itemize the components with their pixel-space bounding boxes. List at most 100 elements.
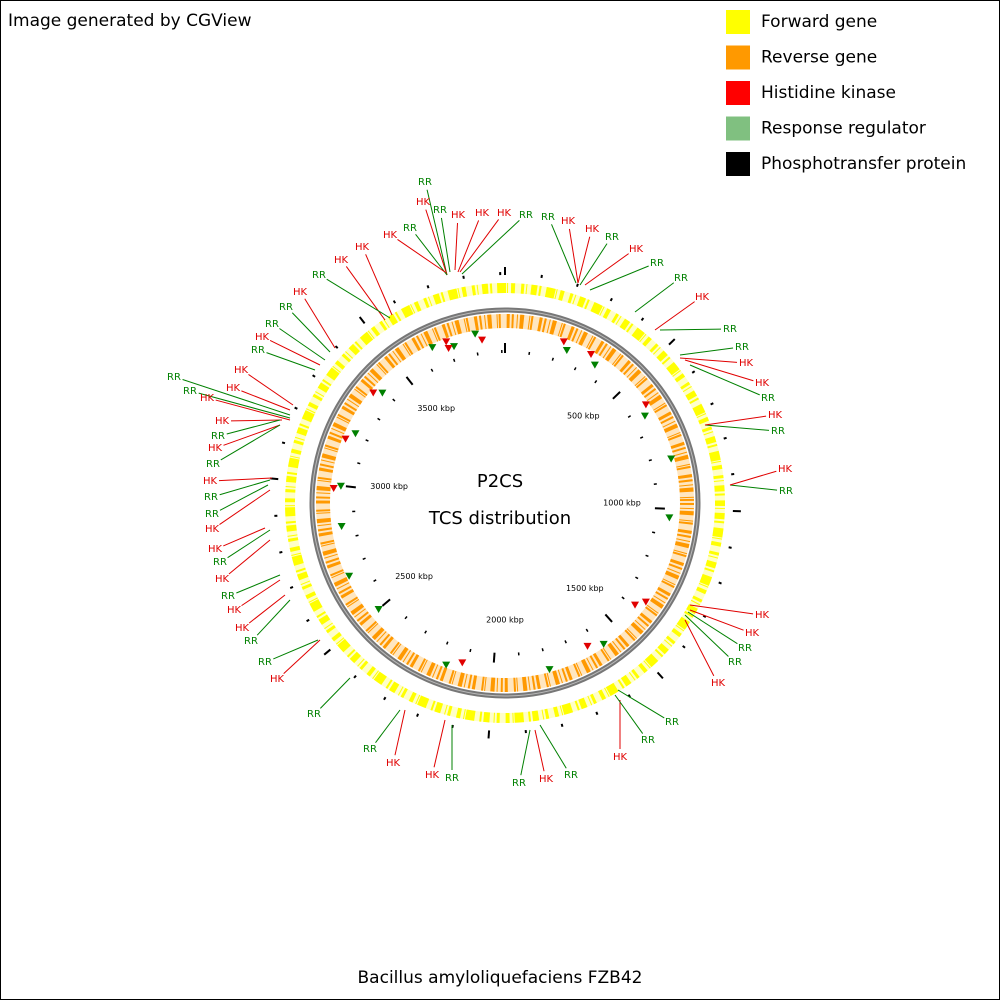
tcs-marker <box>450 343 459 351</box>
tcs-marker <box>341 435 350 443</box>
gene-label: RR <box>641 735 655 746</box>
gene-label: HK <box>226 383 241 394</box>
gene-label: HK <box>451 210 466 221</box>
outer-tick <box>723 436 727 440</box>
gene-label: HK <box>497 208 512 219</box>
label-leader <box>256 599 291 636</box>
label-leader <box>589 265 649 291</box>
gene-label: RR <box>211 431 225 442</box>
gene-label: RR <box>183 386 197 397</box>
label-leader <box>659 328 722 331</box>
label-leader <box>454 222 459 271</box>
inner-tick <box>573 367 577 371</box>
tcs-marker <box>631 601 640 609</box>
gene-label: HK <box>768 410 783 421</box>
tcs-marker <box>641 598 650 606</box>
label-leader <box>365 254 393 316</box>
gene-label: HK <box>755 378 770 389</box>
label-leader <box>679 357 738 363</box>
gene-label: HK <box>227 605 242 616</box>
gene-label: RR <box>723 324 737 335</box>
label-leader <box>219 489 271 525</box>
outer-tick <box>306 618 310 623</box>
map-title: Bacillus amyloliquefaciens FZB42 <box>358 968 643 988</box>
label-leader <box>539 724 567 769</box>
inner-tick <box>355 534 359 537</box>
tcs-marker <box>444 344 453 352</box>
outer-tick <box>640 317 645 322</box>
tcs-marker <box>667 455 676 463</box>
inner-tick <box>648 459 652 462</box>
label-leader <box>215 399 291 421</box>
inner-tick <box>645 554 649 558</box>
inner-tick <box>404 616 408 620</box>
gene-label: HK <box>205 524 220 535</box>
gene-label: RR <box>363 744 377 755</box>
inner-tick <box>405 376 414 386</box>
scale-label: 2500 kbp <box>395 572 433 581</box>
legend-label: Histidine kinase <box>761 83 896 103</box>
gene-label: RR <box>564 770 578 781</box>
label-leader <box>579 243 608 286</box>
rings <box>285 283 725 723</box>
inner-tick <box>585 628 589 633</box>
label-leader <box>291 312 331 353</box>
gene-label: RR <box>779 486 793 497</box>
legend-label: Forward gene <box>761 12 877 32</box>
gene-label: HK <box>386 758 401 769</box>
tcs-marker <box>329 485 338 493</box>
label-leader <box>426 189 448 276</box>
forward-ring <box>285 283 725 723</box>
legend-swatch <box>726 81 750 105</box>
label-leader <box>654 301 695 331</box>
tcs-marker <box>583 642 592 650</box>
inner-tick <box>430 368 434 372</box>
scale-label: 500 kbp <box>567 412 600 421</box>
tcs-marker <box>442 661 451 669</box>
legend-swatch <box>726 10 750 34</box>
scale-label: 3000 kbp <box>370 482 408 491</box>
inner-tick <box>541 648 544 652</box>
label-leader <box>223 424 281 446</box>
label-leader <box>345 266 386 321</box>
legend-label: Response regulator <box>761 119 926 139</box>
outer-tick <box>576 283 579 287</box>
backbone-highlight <box>311 309 699 697</box>
label-leader <box>425 209 448 276</box>
gene-label: HK <box>745 628 760 639</box>
tcs-marker <box>442 338 451 346</box>
label-leader <box>729 470 777 486</box>
gene-label: RR <box>650 258 664 269</box>
label-leader <box>415 233 448 276</box>
gene-label: HK <box>778 464 793 475</box>
tcs-marker <box>351 430 360 438</box>
label-leader <box>220 424 281 461</box>
label-leader <box>228 539 271 575</box>
label-leader <box>689 364 760 396</box>
label-leader <box>551 224 577 284</box>
gene-label: RR <box>213 557 227 568</box>
gene-label: HK <box>629 244 644 255</box>
map-center-subtitle: TCS distribution <box>428 508 571 529</box>
gene-label: RR <box>307 709 321 720</box>
outer-tick <box>383 696 387 701</box>
gene-label: RR <box>418 177 432 188</box>
gene-label: HK <box>561 216 576 227</box>
outer-tick <box>656 671 664 680</box>
label-leader <box>219 479 271 496</box>
gene-label: RR <box>312 270 326 281</box>
inner-tick <box>639 436 644 439</box>
tcs-marker <box>458 659 467 667</box>
inner-tick <box>476 352 479 356</box>
gene-label: HK <box>215 416 230 427</box>
label-leader <box>684 619 715 677</box>
gene-label: RR <box>541 212 555 223</box>
gene-label: RR <box>244 636 258 647</box>
tcs-marker <box>369 389 378 397</box>
inner-tick <box>612 391 621 400</box>
tcs-marker <box>587 351 595 359</box>
inner-tick <box>373 579 377 582</box>
tcs-marker <box>641 401 650 409</box>
inner-tick <box>635 576 639 580</box>
inner-tick <box>469 648 472 653</box>
